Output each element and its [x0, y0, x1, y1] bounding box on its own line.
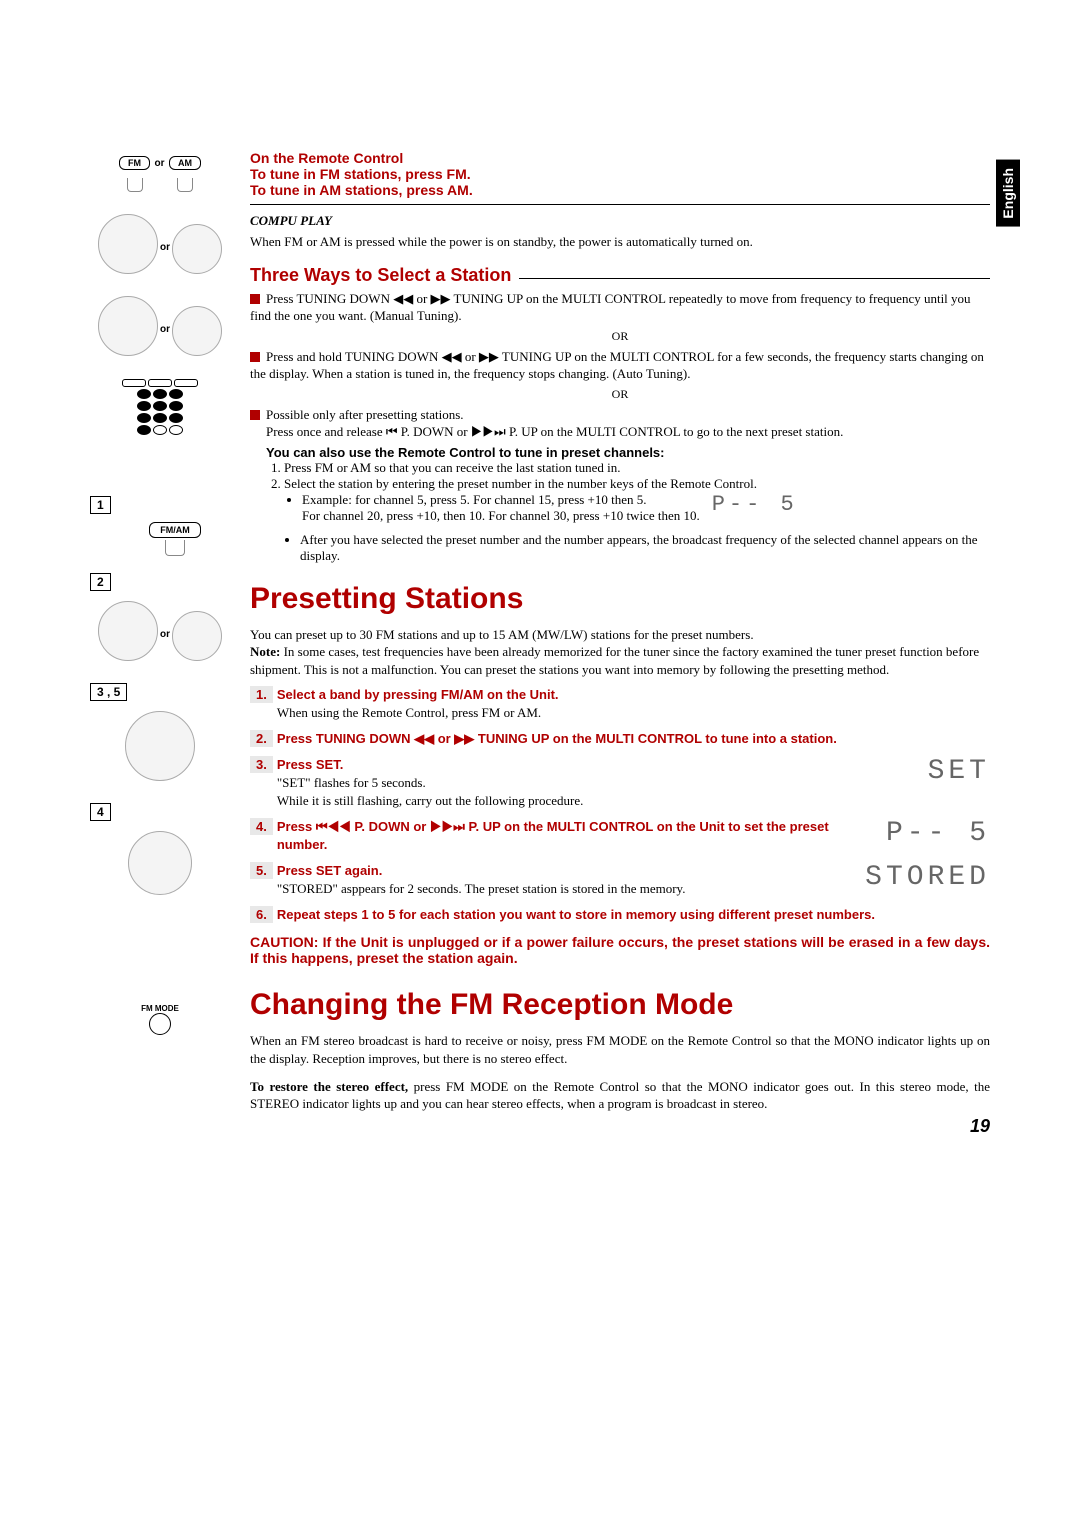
p2-label: To restore the stereo effect, — [250, 1079, 408, 1094]
step-number: 1 — [90, 496, 111, 514]
am-button: AM — [169, 156, 201, 170]
seg-display-stored: STORED — [865, 862, 990, 893]
step-number-box: 6. — [250, 906, 273, 923]
compu-play-heading: COMPU PLAY — [250, 213, 990, 229]
page-number: 19 — [970, 1116, 990, 1137]
compu-play-text: When FM or AM is pressed while the power… — [250, 233, 990, 251]
step-title: Repeat steps 1 to 5 for each station you… — [277, 907, 875, 922]
step-title: Press SET. — [277, 757, 344, 772]
preset-step: 2. Press TUNING DOWN ◀◀ or ▶▶ TUNING UP … — [250, 730, 990, 748]
list-item: After you have selected the preset numbe… — [300, 532, 990, 564]
note-label: Note: — [250, 644, 280, 659]
step-title: Press SET again. — [277, 863, 383, 878]
bullet-text: Press and hold TUNING DOWN ◀◀ or ▶▶ TUNI… — [250, 349, 984, 382]
after-select-note: After you have selected the preset numbe… — [282, 532, 990, 564]
fm-reception-p2: To restore the stereo effect, press FM M… — [250, 1078, 990, 1113]
list-item: Press FM or AM so that you can receive t… — [284, 460, 990, 476]
bullet-lead: Possible only after presetting stations. — [266, 407, 464, 422]
fm-mode-label: FM MODE — [141, 1004, 179, 1013]
or-separator: OR — [250, 387, 990, 402]
caution-label: CAUTION: — [250, 934, 318, 950]
step-number: 3 , 5 — [90, 683, 127, 701]
fm-reception-heading: Changing the FM Reception Mode — [250, 988, 990, 1022]
seg-display: P-- 5 — [712, 492, 798, 517]
heading-line: To tune in AM stations, press AM. — [250, 182, 990, 198]
step-title: Select a band by pressing FM/AM on the U… — [277, 687, 559, 702]
step-number-box: 3. — [250, 756, 273, 773]
multicontrol-diagram-1: or — [90, 214, 230, 276]
example-text: Example: for channel 5, press 5. For cha… — [302, 492, 647, 507]
or-label: or — [155, 158, 165, 169]
language-tab: English — [996, 160, 1020, 227]
preset-intro: You can preset up to 30 FM stations and … — [250, 626, 990, 679]
left-column: FM or AM or or 1 FM/AM — [90, 150, 230, 1057]
remote-keypad-diagram — [90, 378, 230, 436]
list-item: Example: for channel 5, press 5. For cha… — [302, 492, 990, 524]
three-ways-item: Press and hold TUNING DOWN ◀◀ or ▶▶ TUNI… — [250, 348, 990, 383]
or-label: or — [160, 629, 170, 640]
step-subtext: "STORED" asppears for 2 seconds. The pre… — [277, 881, 686, 896]
remote-preset-heading: You can also use the Remote Control to t… — [266, 445, 990, 460]
remote-control-heading: On the Remote Control To tune in FM stat… — [250, 150, 990, 198]
step-title: Press TUNING DOWN ◀◀ or ▶▶ TUNING UP on … — [277, 731, 837, 746]
fm-mode-button-diagram: FM MODE — [90, 1003, 230, 1037]
note-text: In some cases, test frequencies have bee… — [250, 644, 979, 677]
step-number: 4 — [90, 803, 111, 821]
step-title: Press ⏮◀◀ P. DOWN or ▶▶⏭ P. UP on the MU… — [277, 819, 829, 852]
preset-step: 6. Repeat steps 1 to 5 for each station … — [250, 906, 990, 924]
or-separator: OR — [250, 329, 990, 344]
main-column: On the Remote Control To tune in FM stat… — [250, 150, 990, 1113]
seg-display-set: SET — [928, 756, 990, 787]
preset-step: 4. Press ⏮◀◀ P. DOWN or ▶▶⏭ P. UP on the… — [250, 818, 990, 854]
or-label: or — [160, 324, 170, 335]
remote-fm-am-buttons: FM or AM — [90, 156, 230, 194]
bullet-text: Press once and release ⏮ P. DOWN or ▶▶⏭ … — [266, 423, 843, 441]
caution-block: CAUTION: If the Unit is unplugged or if … — [250, 934, 990, 966]
heading-line: On the Remote Control — [250, 150, 990, 166]
or-label: or — [160, 242, 170, 253]
fmam-button: FM/AM — [149, 522, 201, 538]
list-item: Select the station by entering the prese… — [284, 476, 990, 524]
step-number-box: 4. — [250, 818, 273, 835]
multicontrol-diagram-2: or — [90, 296, 230, 358]
presetting-heading: Presetting Stations — [250, 582, 990, 616]
bullet-text: Press TUNING DOWN ◀◀ or ▶▶ TUNING UP on … — [250, 291, 971, 324]
step-subtext: When using the Remote Control, press FM … — [277, 705, 541, 720]
preset-step-2-diagram: 2 or — [90, 573, 230, 663]
caution-text: If the Unit is unplugged or if a power f… — [250, 934, 990, 966]
preset-step: 1. Select a band by pressing FM/AM on th… — [250, 686, 990, 722]
fm-reception-p1: When an FM stereo broadcast is hard to r… — [250, 1032, 990, 1067]
preset-step: 3. Press SET. "SET" flashes for 5 second… — [250, 756, 990, 810]
three-ways-item: Press TUNING DOWN ◀◀ or ▶▶ TUNING UP on … — [250, 290, 990, 325]
step-subtext: While it is still flashing, carry out th… — [277, 793, 584, 808]
step-number-box: 2. — [250, 730, 273, 747]
step-number-box: 1. — [250, 686, 273, 703]
step-number-box: 5. — [250, 862, 273, 879]
three-ways-heading: Three Ways to Select a Station — [250, 265, 511, 286]
three-ways-item: Possible only after presetting stations.… — [250, 406, 990, 441]
preset-step-1-diagram: 1 FM/AM — [90, 496, 230, 559]
step-number: 2 — [90, 573, 111, 591]
preset-step: 5. Press SET again. "STORED" asppears fo… — [250, 862, 990, 898]
example-text: For channel 20, press +10, then 10. For … — [302, 508, 700, 523]
seg-display-preset-num: P-- 5 — [886, 818, 990, 849]
preset-step-35-diagram: 3 , 5 — [90, 683, 230, 783]
remote-preset-steps: Press FM or AM so that you can receive t… — [266, 460, 990, 524]
preset-step-4-diagram: 4 — [90, 803, 230, 897]
step-subtext: "SET" flashes for 5 seconds. — [277, 775, 426, 790]
fm-button: FM — [119, 156, 150, 170]
heading-line: To tune in FM stations, press FM. — [250, 166, 990, 182]
